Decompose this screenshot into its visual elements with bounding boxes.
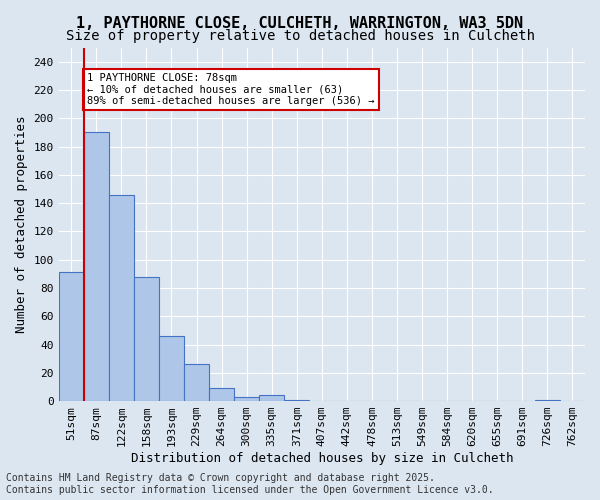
Bar xyxy=(259,396,284,401)
Text: 1, PAYTHORNE CLOSE, CULCHETH, WARRINGTON, WA3 5DN: 1, PAYTHORNE CLOSE, CULCHETH, WARRINGTON… xyxy=(76,16,524,31)
Text: 1 PAYTHORNE CLOSE: 78sqm
← 10% of detached houses are smaller (63)
89% of semi-d: 1 PAYTHORNE CLOSE: 78sqm ← 10% of detach… xyxy=(88,73,375,106)
Bar xyxy=(535,400,560,401)
Bar xyxy=(159,336,184,401)
Bar xyxy=(134,276,159,401)
Bar xyxy=(59,272,84,401)
Bar xyxy=(184,364,209,401)
Bar xyxy=(109,194,134,401)
Bar xyxy=(209,388,234,401)
Text: Contains HM Land Registry data © Crown copyright and database right 2025.
Contai: Contains HM Land Registry data © Crown c… xyxy=(6,474,494,495)
Y-axis label: Number of detached properties: Number of detached properties xyxy=(15,116,28,333)
Text: Size of property relative to detached houses in Culcheth: Size of property relative to detached ho… xyxy=(65,29,535,43)
X-axis label: Distribution of detached houses by size in Culcheth: Distribution of detached houses by size … xyxy=(131,452,513,465)
Bar xyxy=(234,397,259,401)
Bar xyxy=(284,400,310,401)
Bar xyxy=(84,132,109,401)
